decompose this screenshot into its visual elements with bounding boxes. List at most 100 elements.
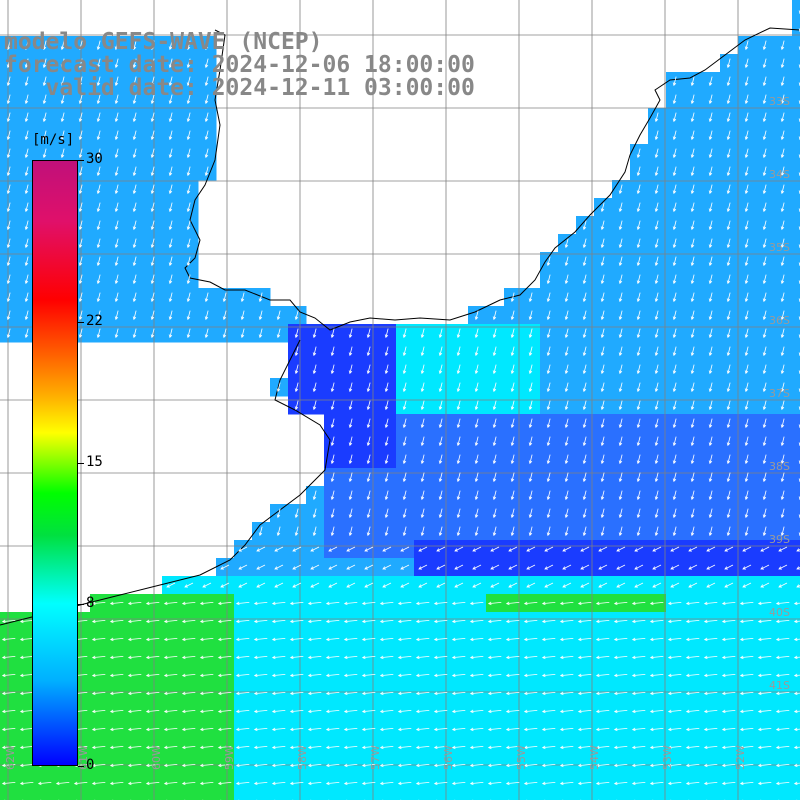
wind-arrow bbox=[438, 454, 443, 465]
wind-arrow bbox=[1, 619, 16, 624]
wind-arrow bbox=[582, 472, 587, 483]
wind-arrow bbox=[595, 691, 610, 696]
wind-arrow bbox=[330, 328, 335, 339]
wind-arrow bbox=[600, 256, 605, 267]
wind-arrow bbox=[325, 745, 340, 750]
wind-arrow bbox=[168, 238, 173, 249]
wind-arrow bbox=[186, 112, 191, 123]
wind-arrow bbox=[253, 619, 268, 624]
wind-arrow bbox=[1, 781, 16, 786]
wind-arrow bbox=[564, 472, 569, 483]
wind-arrow bbox=[132, 184, 137, 195]
wind-arrow bbox=[379, 637, 394, 642]
wind-arrow bbox=[199, 601, 214, 606]
wind-arrow bbox=[559, 781, 574, 786]
wind-arrow bbox=[418, 582, 428, 588]
wind-arrow bbox=[235, 655, 250, 660]
longitude-labels: 62W 61W 60W 59W 58W 57W 56W 55W 54W 53W 52W bbox=[4, 745, 747, 770]
wind-arrow bbox=[150, 274, 155, 285]
wind-arrow bbox=[541, 637, 556, 642]
wind-arrow bbox=[564, 328, 569, 339]
wind-arrow bbox=[132, 58, 137, 69]
field-cell bbox=[306, 792, 325, 800]
wind-arrow bbox=[127, 655, 142, 660]
wind-arrow bbox=[636, 526, 641, 537]
wind-arrow bbox=[384, 382, 389, 393]
wind-arrow bbox=[132, 130, 137, 141]
wind-arrow bbox=[505, 709, 520, 714]
wind-arrow bbox=[438, 346, 443, 357]
wind-arrow bbox=[618, 256, 623, 267]
wind-arrow bbox=[582, 256, 587, 267]
field-cell bbox=[774, 792, 793, 800]
wind-arrow bbox=[294, 346, 299, 357]
wind-arrow bbox=[546, 418, 551, 429]
wind-arrow bbox=[96, 310, 101, 321]
wind-arrow bbox=[526, 582, 536, 588]
wind-arrow bbox=[235, 601, 250, 606]
wind-arrow bbox=[145, 781, 160, 786]
wind-arrow bbox=[109, 745, 124, 750]
wind-arrow bbox=[402, 400, 407, 411]
wind-arrow bbox=[757, 619, 772, 624]
wind-arrow bbox=[474, 526, 479, 537]
wind-arrow bbox=[580, 564, 590, 570]
wind-arrow bbox=[744, 58, 749, 69]
field-cell bbox=[792, 468, 800, 487]
wind-arrow bbox=[672, 76, 677, 87]
wind-arrow bbox=[636, 454, 641, 465]
wind-arrow bbox=[582, 346, 587, 357]
wind-arrow bbox=[168, 166, 173, 177]
wind-arrow bbox=[454, 546, 464, 552]
wind-arrow bbox=[361, 745, 376, 750]
wind-arrow bbox=[649, 763, 664, 768]
wind-arrow bbox=[726, 184, 731, 195]
wind-arrow bbox=[672, 400, 677, 411]
wind-arrow bbox=[163, 601, 178, 606]
wind-arrow bbox=[78, 274, 83, 285]
wind-arrow bbox=[649, 619, 664, 624]
wind-arrow bbox=[204, 58, 209, 69]
wind-arrow bbox=[150, 292, 155, 303]
wind-arrow bbox=[487, 745, 502, 750]
wind-arrow bbox=[600, 454, 605, 465]
wind-arrow bbox=[744, 382, 749, 393]
wind-arrow bbox=[330, 526, 335, 537]
field-cell bbox=[504, 792, 523, 800]
wind-arrow bbox=[649, 637, 664, 642]
wind-arrow bbox=[78, 328, 83, 339]
colorbar-tick-mark bbox=[78, 604, 84, 606]
wind-arrow bbox=[708, 94, 713, 105]
wind-arrow bbox=[744, 400, 749, 411]
field-cell bbox=[648, 792, 667, 800]
wind-arrow bbox=[564, 400, 569, 411]
wind-arrow bbox=[762, 472, 767, 483]
wind-arrow bbox=[181, 619, 196, 624]
wind-arrow bbox=[726, 400, 731, 411]
wind-arrow bbox=[721, 637, 736, 642]
wind-arrow bbox=[793, 745, 800, 750]
wind-arrow bbox=[564, 292, 569, 303]
wind-arrow bbox=[762, 274, 767, 285]
wind-arrow bbox=[672, 364, 677, 375]
wind-arrow bbox=[348, 472, 353, 483]
wind-arrow bbox=[780, 418, 785, 429]
wind-arrow bbox=[127, 601, 142, 606]
wind-arrow bbox=[364, 546, 374, 552]
wind-arrow bbox=[114, 202, 119, 213]
wind-arrow bbox=[150, 58, 155, 69]
wind-arrow bbox=[127, 619, 142, 624]
wind-arrow bbox=[24, 238, 29, 249]
wind-arrow bbox=[613, 781, 628, 786]
wind-arrow bbox=[505, 745, 520, 750]
wind-arrow bbox=[492, 472, 497, 483]
wind-arrow bbox=[634, 564, 644, 570]
wind-arrow bbox=[186, 220, 191, 231]
wind-arrow bbox=[271, 763, 286, 768]
wind-arrow bbox=[631, 745, 646, 750]
wind-arrow bbox=[649, 727, 664, 732]
wind-arrow bbox=[384, 454, 389, 465]
wind-arrow bbox=[510, 526, 515, 537]
wind-arrow bbox=[312, 364, 317, 375]
wind-arrow bbox=[780, 94, 785, 105]
